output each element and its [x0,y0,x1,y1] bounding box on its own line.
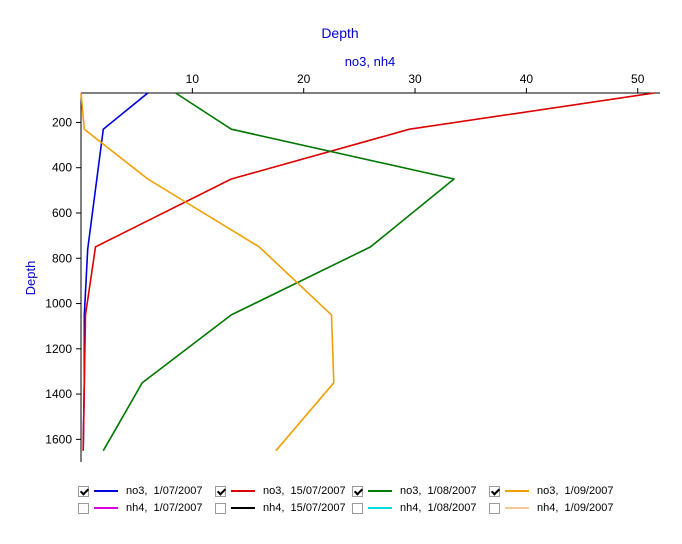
series-line-1 [82,92,655,451]
x-tick-label: 50 [631,72,645,86]
y-tick-label: 200 [52,115,72,129]
legend-swatch [94,490,118,492]
legend-item[interactable]: no3, 15/07/2007 [215,484,346,498]
y-tick-label: 1000 [45,297,72,311]
legend-checkbox[interactable] [352,502,363,514]
legend-label: no3, 1/07/2007 [126,485,203,497]
series-layer [80,92,655,452]
legend-item[interactable]: nh4, 1/09/2007 [489,501,613,515]
legend-checkbox[interactable] [78,502,89,514]
legend-swatch [94,507,118,509]
legend-swatch [231,490,255,492]
legend: no3, 1/07/2007 no3, 15/07/2007 no3, 1/08/2… [78,484,678,524]
x-axis-label: no3, nh4 [345,54,396,69]
legend-label: nh4, 1/07/2007 [126,502,203,514]
legend-label: no3, 15/07/2007 [263,485,346,497]
y-tick-label: 1200 [45,342,72,356]
x-tick-label: 40 [520,72,534,86]
legend-label: no3, 1/08/2007 [400,485,477,497]
legend-swatch [368,507,392,509]
legend-item[interactable]: no3, 1/09/2007 [489,484,613,498]
legend-item[interactable]: no3, 1/08/2007 [352,484,476,498]
y-tick-label: 1400 [45,387,72,401]
legend-swatch [231,507,255,509]
series-line-2 [102,92,455,452]
x-tick-label: 10 [186,72,200,86]
legend-checkbox[interactable] [215,502,226,514]
legend-label: nh4, 15/07/2007 [263,502,346,514]
series-line-0 [82,92,149,451]
legend-swatch [505,507,529,509]
legend-checkbox[interactable] [489,502,500,514]
y-tick-label: 1600 [45,432,72,446]
legend-checkbox[interactable] [489,485,500,497]
chart-title: Depth [321,25,358,41]
y-tick-label: 600 [52,206,72,220]
legend-label: nh4, 1/09/2007 [537,502,614,514]
series-line-3 [80,92,335,452]
y-tick-label: 800 [52,251,72,265]
x-tick-label: 30 [408,72,422,86]
legend-swatch [368,490,392,492]
legend-checkbox[interactable] [78,485,89,497]
legend-checkbox[interactable] [352,485,363,497]
legend-swatch [505,490,529,492]
legend-label: nh4, 1/08/2007 [400,502,477,514]
axes: 10 20 30 40 50 200 400 600 800 1000 1200 1400 1600 [45,72,660,462]
legend-label: no3, 1/09/2007 [537,485,614,497]
legend-item[interactable]: nh4, 15/07/2007 [215,501,346,515]
legend-checkbox[interactable] [215,485,226,497]
legend-item[interactable]: no3, 1/07/2007 [78,484,202,498]
legend-item[interactable]: nh4, 1/08/2007 [352,501,476,515]
y-tick-label: 400 [52,161,72,175]
x-tick-label: 20 [297,72,311,86]
y-axis-label: Depth [23,261,38,296]
legend-item[interactable]: nh4, 1/07/2007 [78,501,202,515]
